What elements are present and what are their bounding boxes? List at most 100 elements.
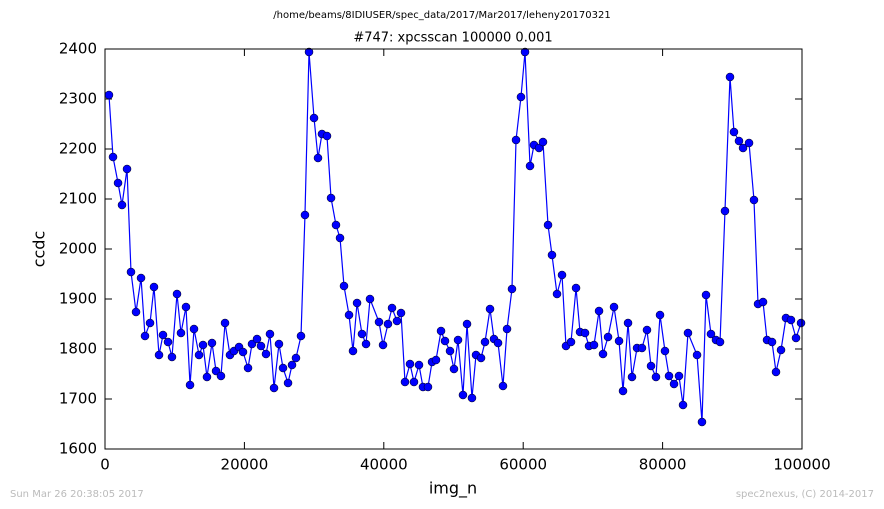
y-tick-label: 2200 [59, 140, 97, 158]
data-point [623, 318, 633, 328]
data-point [614, 336, 624, 346]
data-point [400, 377, 410, 387]
data-point [163, 337, 173, 347]
data-point [335, 233, 345, 243]
x-axis-label: img_n [429, 479, 477, 499]
data-point [331, 220, 341, 230]
data-point [194, 350, 204, 360]
data-point [776, 345, 786, 355]
credit: spec2nexus, (C) 2014-2017 [736, 489, 874, 500]
data-point [538, 137, 548, 147]
data-point [669, 379, 679, 389]
data-point [348, 346, 358, 356]
data-point [357, 329, 367, 339]
data-point [697, 417, 707, 427]
data-point [185, 380, 195, 390]
data-point [734, 136, 744, 146]
data-point [300, 210, 310, 220]
data-point [651, 372, 661, 382]
x-tick-label: 40000 [360, 456, 408, 474]
data-point [238, 347, 248, 357]
data-point [767, 337, 777, 347]
data-point [383, 319, 393, 329]
data-point [720, 206, 730, 216]
data-point [247, 339, 257, 349]
data-point [791, 333, 801, 343]
data-point [580, 328, 590, 338]
y-tick-label: 1600 [59, 440, 97, 458]
data-point [476, 353, 486, 363]
data-point [409, 377, 419, 387]
data-point [126, 267, 136, 277]
data-point [701, 290, 711, 300]
data-point [458, 390, 468, 400]
data-point [729, 127, 739, 137]
data-point [637, 343, 647, 353]
data-point [485, 304, 495, 314]
data-point [462, 319, 472, 329]
data-point [609, 302, 619, 312]
data-point [498, 381, 508, 391]
data-point [744, 138, 754, 148]
data-point [445, 346, 455, 356]
x-tick-label: 0 [100, 456, 110, 474]
y-tick-label: 1800 [59, 340, 97, 358]
data-point [283, 378, 293, 388]
data-point [243, 363, 253, 373]
data-point [603, 332, 613, 342]
data-point [322, 131, 332, 141]
data-point [431, 355, 441, 365]
data-point [291, 353, 301, 363]
data-point [176, 328, 186, 338]
data-point [158, 330, 168, 340]
data-point [304, 47, 314, 57]
x-tick-label: 80000 [639, 456, 687, 474]
data-point [571, 283, 581, 293]
x-tick-label: 100000 [773, 456, 830, 474]
data-point [678, 400, 688, 410]
data-point [326, 193, 336, 203]
data-point [374, 317, 384, 327]
data-point [122, 164, 132, 174]
data-point [646, 361, 656, 371]
data-point [313, 153, 323, 163]
data-point [589, 340, 599, 350]
data-point [440, 336, 450, 346]
timestamp: Sun Mar 26 20:38:05 2017 [10, 489, 144, 500]
data-point [771, 367, 781, 377]
data-point [738, 143, 748, 153]
data-point [352, 298, 362, 308]
data-point [664, 371, 674, 381]
data-point [516, 92, 526, 102]
data-point [365, 294, 375, 304]
data-point [725, 72, 735, 82]
y-axis-label: ccdc [30, 231, 49, 268]
data-point [202, 372, 212, 382]
data-point [453, 335, 463, 345]
x-tick-label: 60000 [499, 456, 547, 474]
data-point [511, 135, 521, 145]
data-point [706, 329, 716, 339]
data-point [344, 310, 354, 320]
y-tick-label: 2000 [59, 240, 97, 258]
data-point [493, 338, 503, 348]
data-point [309, 113, 319, 123]
data-point [547, 250, 557, 260]
data-point [525, 161, 535, 171]
data-point [598, 349, 608, 359]
data-point [104, 90, 114, 100]
data-point [543, 220, 553, 230]
data-point [480, 337, 490, 347]
chart-title: #747: xpcsscan 100000 0.001 [353, 31, 552, 46]
data-point [423, 382, 433, 392]
y-tick-label: 2400 [59, 40, 97, 58]
data-point [566, 337, 576, 347]
data-point [683, 328, 693, 338]
data-point [198, 340, 208, 350]
data-point [507, 284, 517, 294]
x-tick-label: 20000 [221, 456, 269, 474]
data-point [618, 386, 628, 396]
data-point [207, 338, 217, 348]
